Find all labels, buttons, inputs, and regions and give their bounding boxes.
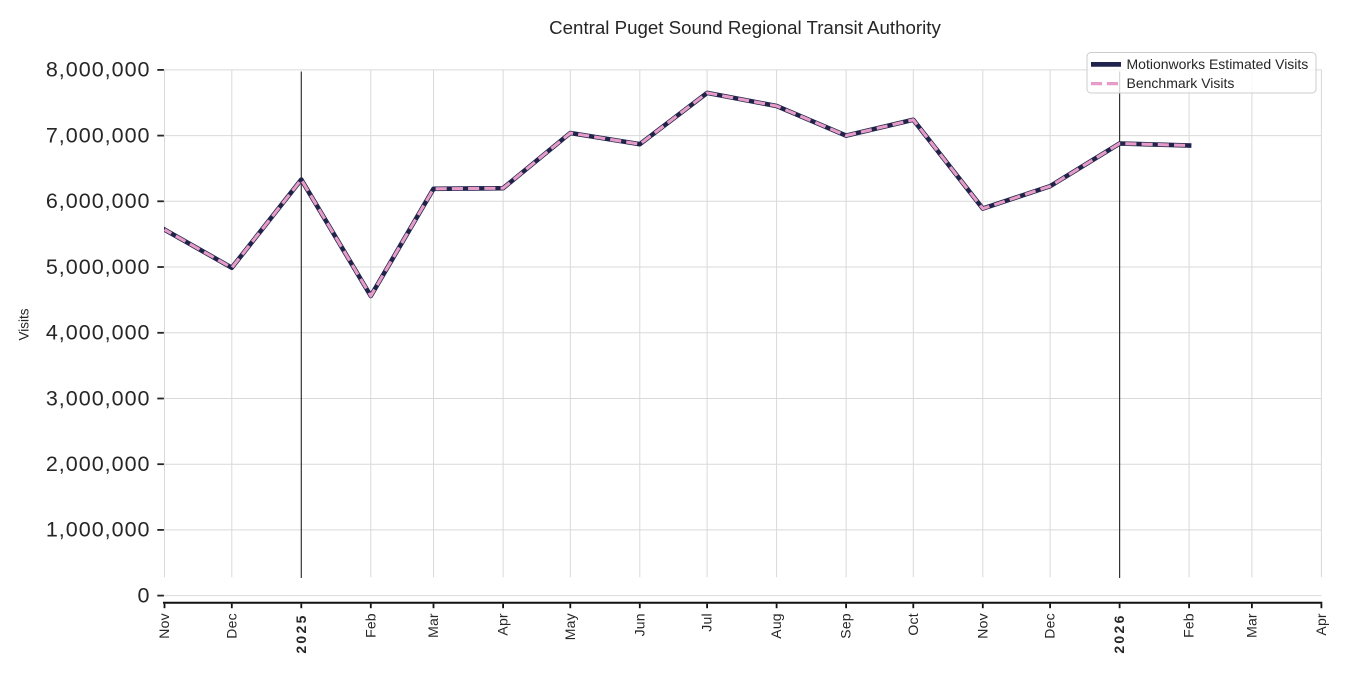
svg-text:5,000,000: 5,000,000 [46,255,151,279]
svg-text:Apr: Apr [495,613,511,636]
svg-text:Visits: Visits [16,308,31,340]
svg-text:Benchmark Visits: Benchmark Visits [1127,75,1235,91]
svg-text:2025: 2025 [293,613,309,653]
svg-text:Mar: Mar [425,613,441,638]
svg-text:Mar: Mar [1243,613,1259,638]
svg-text:Feb: Feb [362,613,378,638]
svg-text:Central Puget Sound Regional T: Central Puget Sound Regional Transit Aut… [549,17,941,38]
svg-text:0: 0 [138,583,151,607]
svg-text:4,000,000: 4,000,000 [46,321,151,345]
svg-text:7,000,000: 7,000,000 [46,123,151,147]
svg-text:Apr: Apr [1313,613,1329,636]
svg-text:3,000,000: 3,000,000 [46,386,151,410]
svg-text:Oct: Oct [905,613,921,635]
svg-text:Motionworks Estimated Visits: Motionworks Estimated Visits [1127,56,1309,72]
svg-text:1,000,000: 1,000,000 [46,518,151,542]
svg-text:Nov: Nov [156,613,172,639]
svg-text:2026: 2026 [1111,613,1127,653]
svg-text:Jul: Jul [699,613,715,632]
svg-text:6,000,000: 6,000,000 [46,189,151,213]
svg-text:Jun: Jun [631,613,647,636]
svg-text:Sep: Sep [838,613,854,639]
svg-text:Nov: Nov [974,613,990,639]
svg-text:8,000,000: 8,000,000 [46,58,151,82]
svg-text:2,000,000: 2,000,000 [46,452,151,476]
svg-text:Dec: Dec [223,613,239,639]
svg-text:Dec: Dec [1042,613,1058,639]
svg-text:Feb: Feb [1181,613,1197,638]
svg-text:Aug: Aug [768,613,784,639]
svg-text:May: May [562,613,578,640]
